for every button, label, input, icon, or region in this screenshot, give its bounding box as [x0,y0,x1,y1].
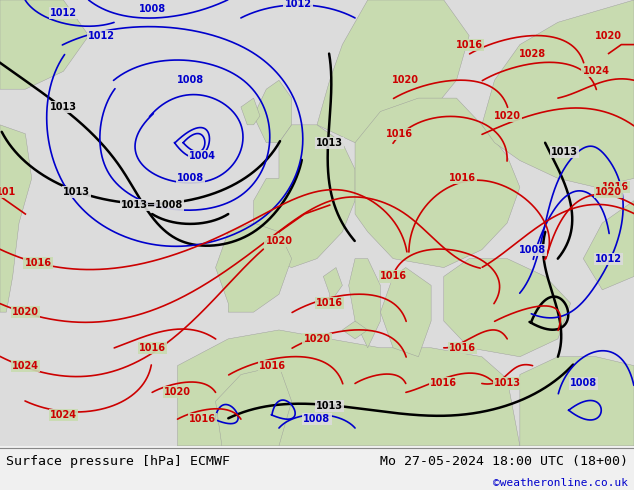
Text: 1008: 1008 [139,4,165,14]
Text: 1008: 1008 [304,414,330,424]
Text: 1020: 1020 [494,111,521,121]
Text: 1016: 1016 [450,173,476,183]
Text: 1028: 1028 [519,49,546,58]
Text: 1008: 1008 [570,378,597,389]
Text: 1016: 1016 [602,182,628,192]
Text: 1016: 1016 [139,343,165,353]
Polygon shape [216,223,292,312]
Polygon shape [323,268,342,303]
Text: 1016: 1016 [386,129,413,139]
Text: 1013: 1013 [316,138,343,147]
Polygon shape [342,321,368,339]
Text: 1012: 1012 [50,8,77,19]
Polygon shape [178,330,520,446]
Text: 101: 101 [0,187,16,197]
Polygon shape [254,80,292,143]
Text: 1013: 1013 [494,378,521,389]
Text: 1020: 1020 [595,187,622,197]
Text: 1013=1008: 1013=1008 [121,200,183,210]
Text: 1013: 1013 [63,187,89,197]
Text: 1020: 1020 [595,31,622,41]
Text: 1008: 1008 [177,173,204,183]
Text: 1020: 1020 [164,388,191,397]
Polygon shape [355,98,520,268]
Polygon shape [520,357,634,446]
Text: 1020: 1020 [392,75,419,85]
Polygon shape [482,0,634,187]
Text: 1013: 1013 [551,147,578,157]
Polygon shape [444,259,571,357]
Text: 1013: 1013 [316,401,343,411]
Text: 1016: 1016 [450,343,476,353]
Polygon shape [216,366,292,446]
Text: 1004: 1004 [190,151,216,161]
Polygon shape [583,201,634,290]
Text: 1016: 1016 [380,271,406,281]
Text: Surface pressure [hPa] ECMWF: Surface pressure [hPa] ECMWF [6,455,230,468]
Text: 1016: 1016 [430,378,457,389]
Text: ©weatheronline.co.uk: ©weatheronline.co.uk [493,478,628,489]
Text: 1016: 1016 [316,298,343,308]
Text: 1020: 1020 [304,334,330,344]
Polygon shape [254,125,355,268]
Text: 1024: 1024 [50,410,77,420]
Polygon shape [0,125,32,312]
Text: 1016: 1016 [25,258,51,268]
Text: 1013: 1013 [50,102,77,112]
Polygon shape [349,259,380,348]
Polygon shape [380,268,431,357]
Text: 1012: 1012 [285,0,311,9]
Polygon shape [0,0,89,89]
Text: 1008: 1008 [519,245,546,255]
Text: 1012: 1012 [595,254,622,264]
Polygon shape [317,0,469,143]
Text: 1024: 1024 [12,361,39,370]
Text: 1020: 1020 [266,236,292,246]
Text: 1016: 1016 [456,40,482,49]
Text: 1008: 1008 [177,75,204,85]
Text: 1020: 1020 [12,307,39,317]
Polygon shape [241,98,260,125]
Text: Mo 27-05-2024 18:00 UTC (18+00): Mo 27-05-2024 18:00 UTC (18+00) [380,455,628,468]
Text: 1024: 1024 [583,66,609,76]
Text: 1016: 1016 [259,361,286,370]
Text: 1016: 1016 [190,414,216,424]
Text: 1012: 1012 [88,31,115,41]
